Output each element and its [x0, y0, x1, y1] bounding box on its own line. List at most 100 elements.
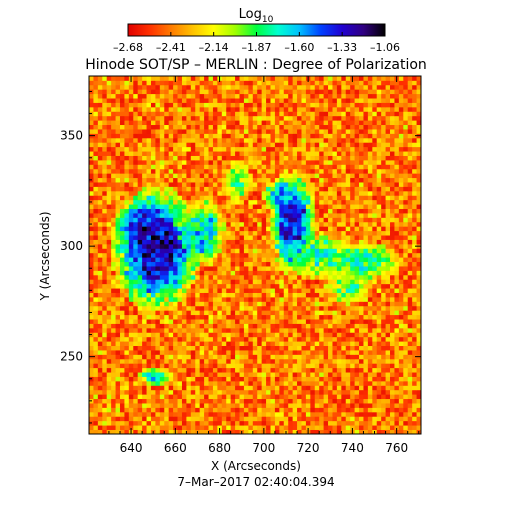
- heatmap-cell: [381, 283, 386, 289]
- heatmap-cell: [124, 173, 130, 179]
- heatmap-cell: [190, 252, 196, 258]
- heatmap-cell: [345, 363, 351, 369]
- heatmap-cell: [354, 288, 360, 293]
- heatmap-cell: [310, 398, 316, 404]
- heatmap-cell: [288, 243, 294, 249]
- heatmap-cell: [190, 394, 196, 400]
- heatmap-cell: [407, 420, 413, 426]
- heatmap-cell: [124, 416, 130, 422]
- heatmap-cell: [128, 319, 134, 324]
- heatmap-cell: [407, 159, 413, 165]
- heatmap-cell: [363, 270, 369, 276]
- heatmap-cell: [164, 358, 170, 364]
- heatmap-cell: [128, 239, 134, 245]
- heatmap-cell: [341, 221, 347, 227]
- heatmap-cell: [102, 358, 108, 364]
- heatmap-cell: [319, 230, 325, 236]
- heatmap-cell: [186, 213, 192, 218]
- heatmap-cell: [97, 248, 103, 254]
- heatmap-cell: [279, 204, 285, 209]
- heatmap-cell: [319, 350, 325, 355]
- heatmap-cell: [407, 292, 413, 298]
- heatmap-cell: [385, 190, 391, 196]
- heatmap-cell: [199, 327, 205, 333]
- heatmap-cell: [168, 235, 174, 240]
- heatmap-cell: [115, 296, 121, 302]
- heatmap-cell: [93, 301, 99, 307]
- heatmap-cell: [407, 208, 413, 214]
- heatmap-cell: [190, 319, 196, 324]
- heatmap-cell: [416, 420, 421, 426]
- heatmap-cell: [403, 403, 409, 408]
- heatmap-cell: [274, 226, 280, 232]
- heatmap-cell: [350, 279, 355, 285]
- heatmap-cell: [398, 248, 404, 254]
- heatmap-cell: [274, 363, 280, 369]
- heatmap-cell: [345, 314, 351, 320]
- heatmap-cell: [345, 204, 351, 209]
- heatmap-cell: [297, 204, 302, 209]
- heatmap-cell: [204, 398, 209, 404]
- heatmap-cell: [142, 288, 147, 293]
- heatmap-cell: [173, 367, 178, 373]
- heatmap-cell: [230, 336, 236, 342]
- heatmap-cell: [345, 186, 351, 192]
- heatmap-cell: [270, 279, 276, 285]
- heatmap-cell: [142, 164, 147, 170]
- heatmap-cell: [336, 323, 342, 329]
- heatmap-cell: [376, 385, 382, 391]
- heatmap-cell: [292, 208, 298, 214]
- heatmap-cell: [146, 332, 152, 338]
- heatmap-cell: [261, 199, 267, 205]
- heatmap-cell: [155, 168, 161, 174]
- heatmap-cell: [146, 429, 152, 434]
- heatmap-cell: [372, 394, 378, 400]
- heatmap-cell: [195, 389, 201, 395]
- heatmap-cell: [168, 173, 174, 179]
- heatmap-cell: [390, 164, 395, 170]
- heatmap-cell: [221, 266, 227, 271]
- heatmap-cell: [221, 248, 227, 254]
- heatmap-cell: [372, 336, 378, 342]
- heatmap-cell: [199, 323, 205, 329]
- heatmap-cell: [345, 230, 351, 236]
- heatmap-cell: [102, 159, 108, 165]
- heatmap-cell: [310, 358, 316, 364]
- heatmap-cell: [257, 332, 263, 338]
- heatmap-cell: [239, 155, 245, 161]
- heatmap-cell: [106, 204, 112, 209]
- heatmap-cell: [221, 173, 227, 179]
- heatmap-cell: [367, 213, 373, 218]
- heatmap-cell: [372, 274, 378, 280]
- heatmap-cell: [332, 230, 338, 236]
- heatmap-cell: [102, 314, 108, 320]
- heatmap-cell: [208, 257, 214, 263]
- heatmap-cell: [416, 199, 421, 205]
- heatmap-cell: [168, 301, 174, 307]
- heatmap-cell: [217, 279, 223, 285]
- heatmap-cell: [252, 186, 258, 192]
- heatmap-cell: [119, 376, 125, 382]
- heatmap-cell: [297, 208, 302, 214]
- heatmap-cell: [341, 354, 347, 360]
- heatmap-cell: [252, 155, 258, 161]
- heatmap-cell: [137, 354, 143, 360]
- heatmap-cell: [181, 155, 187, 161]
- heatmap-cell: [390, 235, 395, 240]
- heatmap-cell: [97, 199, 103, 205]
- heatmap-cell: [385, 301, 391, 307]
- heatmap-cell: [164, 208, 170, 214]
- heatmap-cell: [159, 173, 165, 179]
- heatmap-cell: [204, 341, 209, 347]
- heatmap-cell: [319, 151, 325, 156]
- heatmap-cell: [416, 341, 421, 347]
- heatmap-cell: [332, 151, 338, 156]
- heatmap-cell: [243, 341, 249, 347]
- heatmap-cell: [97, 177, 103, 183]
- heatmap-cell: [230, 341, 236, 347]
- heatmap-cell: [314, 420, 320, 426]
- heatmap-cell: [124, 137, 130, 143]
- heatmap-cell: [226, 190, 232, 196]
- heatmap-cell: [407, 221, 413, 227]
- heatmap-cell: [257, 248, 263, 254]
